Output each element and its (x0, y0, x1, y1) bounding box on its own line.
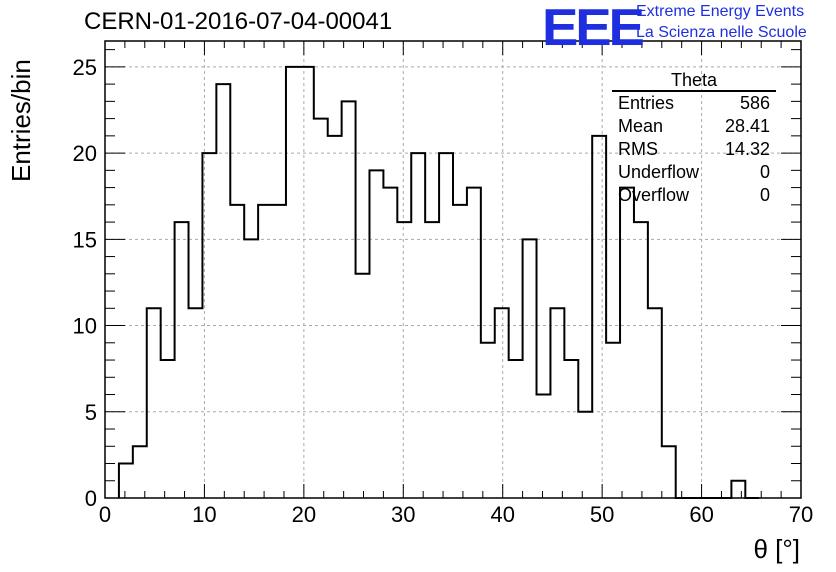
y-tick-label: 15 (73, 227, 97, 252)
x-tick-label: 10 (192, 502, 216, 527)
x-tick-label: 30 (391, 502, 415, 527)
y-tick-label: 10 (73, 314, 97, 339)
y-tick-label: 5 (85, 400, 97, 425)
stats-label: Underflow (618, 162, 700, 182)
stats-box: Theta Entries 586 Mean 28.41 RMS 14.32 U… (612, 70, 776, 207)
stats-box-title: Theta (612, 70, 776, 92)
x-tick-label: 50 (590, 502, 614, 527)
chart-title: CERN-01-2016-07-04-00041 (84, 8, 393, 35)
axes (104, 40, 802, 499)
stats-label: Mean (618, 116, 664, 136)
stats-label: RMS (618, 139, 658, 159)
plot-frame (104, 40, 802, 499)
stats-value: 28.41 (724, 116, 770, 136)
stats-value: 14.32 (724, 139, 770, 159)
axis-ticks (104, 41, 802, 499)
y-axis-label: Entries/bin (6, 59, 36, 182)
x-tick-label: 40 (490, 502, 514, 527)
x-tick-label: 20 (292, 502, 316, 527)
x-tick-label: 0 (99, 502, 111, 527)
y-tick-label: 25 (73, 55, 97, 80)
stats-row-entries: Entries 586 (612, 92, 776, 115)
y-tick-label: 0 (85, 486, 97, 511)
stats-label: Entries (618, 93, 675, 113)
stats-row-underflow: Underflow 0 (612, 161, 776, 184)
y-tick-label: 20 (73, 141, 97, 166)
stats-row-rms: RMS 14.32 (612, 138, 776, 161)
stats-value: 0 (759, 162, 770, 182)
eee-logo-mark: EEE (542, 0, 645, 57)
logo-line-1: Extreme Energy Events (636, 3, 805, 20)
stats-value: 586 (739, 93, 770, 113)
stats-value: 0 (759, 185, 770, 205)
x-tick-label: 70 (789, 502, 813, 527)
stats-row-mean: Mean 28.41 (612, 115, 776, 138)
stats-row-overflow: Overflow 0 (612, 184, 776, 207)
x-tick-label: 60 (689, 502, 713, 527)
stats-label: Overflow (618, 185, 690, 205)
histogram-series-line (117, 65, 760, 499)
x-axis-label: θ [°] (753, 534, 800, 564)
logo-line-2: La Scienza nelle Scuole (636, 24, 807, 41)
axis-tick-labels: 0 10 20 30 40 50 60 70 0 5 10 15 20 25 (73, 55, 814, 527)
